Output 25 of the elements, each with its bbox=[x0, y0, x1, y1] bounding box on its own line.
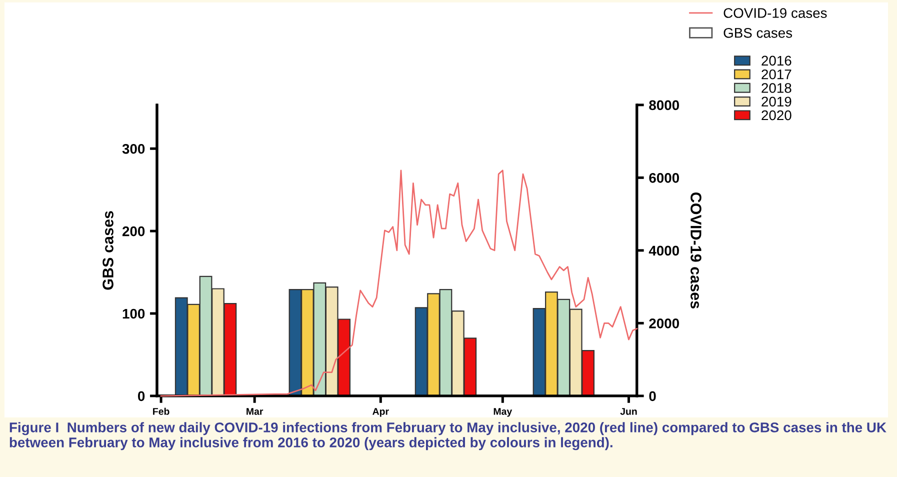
y2-tick-label: 0 bbox=[649, 391, 656, 402]
y-tick-label: 100 bbox=[122, 308, 145, 319]
text: Figure I Numbers of new daily COVID-19 infections from February to May inclusive, 2020 (red line) compared to GBS cases in the UK between February to May inclusive from 2016 to 2020 (years depicted by colours in legend). bbox=[10, 422, 886, 450]
y2-tick-label: 6000 bbox=[649, 173, 680, 183]
legend-label: 2019 bbox=[762, 96, 792, 107]
x-tick-label: Mar bbox=[246, 408, 264, 415]
y2-tick-label: 2000 bbox=[649, 318, 680, 328]
legend-label: 2020 bbox=[762, 110, 792, 120]
y-tick-label: 200 bbox=[122, 226, 145, 236]
y2-tick-label: 8000 bbox=[649, 100, 680, 110]
x-tick-label: Feb bbox=[153, 408, 170, 415]
x-tick-label: Jun bbox=[620, 408, 637, 415]
x-tick-label: May bbox=[494, 408, 512, 417]
y-tick-label: 0 bbox=[138, 391, 145, 402]
legend-title: GBS cases bbox=[724, 28, 792, 38]
legend-label: 2018 bbox=[762, 83, 792, 93]
legend-label: 2017 bbox=[762, 69, 792, 80]
x-tick-label: Apr bbox=[372, 408, 389, 417]
y2-tick-label: 4000 bbox=[648, 246, 680, 256]
y-tick-label: 300 bbox=[122, 144, 145, 154]
y-axis-title: GBS cases bbox=[102, 211, 114, 290]
legend-label: COVID-19 cases bbox=[724, 8, 827, 18]
line-series bbox=[160, 170, 638, 397]
legend-label: 2016 bbox=[762, 56, 792, 66]
y2-axis-title: COVID-19 cases bbox=[690, 192, 702, 308]
